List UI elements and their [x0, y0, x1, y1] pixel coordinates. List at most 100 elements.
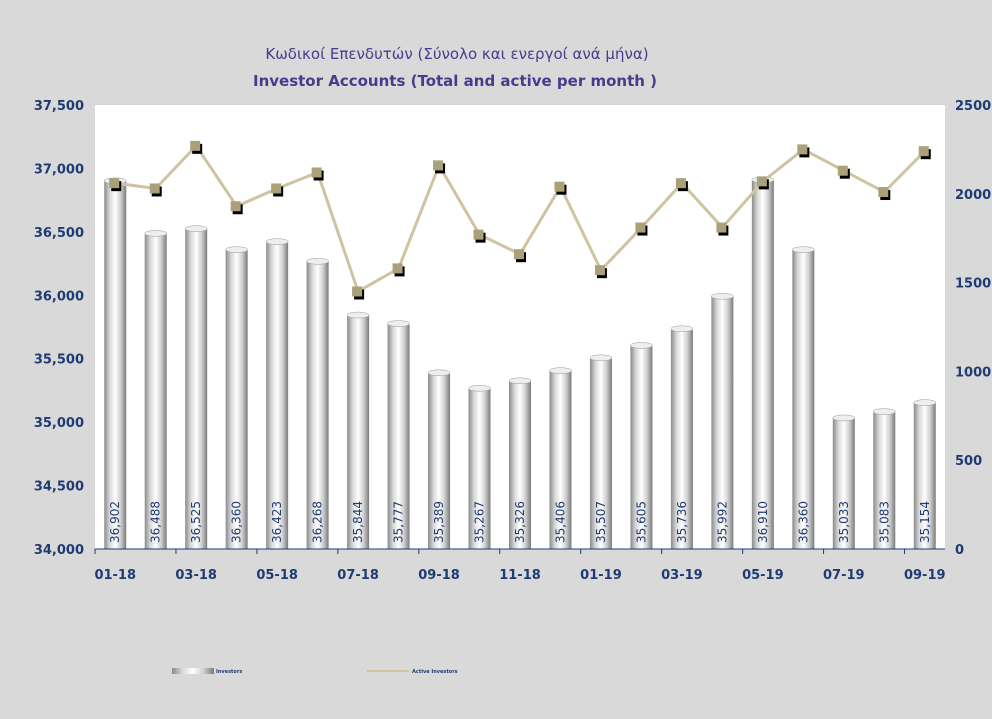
- y-right-tick-label: 2500: [955, 99, 991, 114]
- line-marker: [190, 140, 201, 151]
- bar-data-label: 36,902: [108, 501, 122, 543]
- bar-data-label: 35,326: [513, 501, 527, 543]
- y-axis-left: 34,000 34,500 35,000 35,500 36,000 36,500 37,0…: [34, 99, 84, 558]
- y-left-tick-label: 35,500: [34, 353, 84, 368]
- line-marker: [878, 187, 889, 198]
- legend: Investors Active Investors: [172, 668, 458, 675]
- bar: [306, 261, 329, 549]
- line-marker: [756, 176, 767, 187]
- bar-data-label: 35,507: [594, 501, 608, 543]
- y-right-tick-label: 500: [955, 454, 982, 469]
- line-marker: [635, 222, 646, 233]
- bar-cap: [832, 414, 856, 422]
- x-tick-label: 09-18: [418, 568, 460, 583]
- line-marker: [837, 165, 848, 176]
- line-marker: [594, 265, 605, 276]
- bar: [711, 296, 734, 549]
- bar-cap: [427, 369, 451, 377]
- x-tick-label: 03-18: [175, 568, 217, 583]
- bar-cap: [873, 408, 896, 415]
- bar-data-label: 36,360: [796, 501, 810, 543]
- bar-data-label: 35,777: [392, 501, 406, 543]
- bar-cap: [346, 311, 370, 319]
- y-left-tick-label: 37,000: [34, 162, 84, 177]
- bar: [589, 357, 612, 549]
- x-tick-label: 05-19: [742, 568, 784, 583]
- bar-cap: [184, 225, 208, 232]
- bar-cap: [306, 258, 329, 265]
- bar-cap: [468, 385, 491, 392]
- bar-series: 36,902 36,488 36,525 36,360 36,423 36,268 35,8…: [103, 176, 937, 550]
- bar-cap: [225, 246, 248, 253]
- line-marker: [149, 183, 160, 194]
- bar: [630, 345, 653, 549]
- bar-cap: [549, 367, 572, 374]
- line-marker: [918, 146, 929, 157]
- y-left-tick-label: 35,000: [34, 416, 84, 431]
- x-tick-label: 01-19: [580, 568, 622, 583]
- y-right-tick-label: 0: [955, 543, 964, 558]
- y-left-tick-label: 34,000: [34, 543, 84, 558]
- bar: [144, 233, 167, 549]
- bar-cap: [670, 325, 694, 333]
- bar: [266, 241, 289, 550]
- line-marker: [473, 229, 484, 240]
- bar-cap: [387, 320, 410, 327]
- line-marker: [271, 183, 282, 194]
- x-tick-label: 09-19: [904, 568, 946, 583]
- bar-cap: [508, 377, 532, 385]
- bar: [428, 372, 451, 549]
- x-tick-label: 11-18: [499, 568, 541, 583]
- line-marker: [311, 167, 322, 178]
- y-left-tick-label: 34,500: [34, 480, 84, 495]
- bar-data-label: 35,992: [715, 501, 729, 543]
- bar: [913, 402, 936, 549]
- bar-cap: [630, 342, 653, 349]
- line-marker: [352, 286, 363, 297]
- bar-data-label: 35,406: [553, 501, 567, 543]
- x-axis: 01-18 03-18 05-18 07-18 09-18 11-18 01-19 03-19…: [94, 549, 946, 583]
- bar: [104, 180, 127, 549]
- x-tick-label: 03-19: [661, 568, 703, 583]
- bar-cap: [792, 246, 815, 253]
- line-marker: [433, 160, 444, 171]
- legend-swatch-investors: [172, 668, 214, 674]
- bar-data-label: 36,268: [311, 501, 325, 543]
- chart-title: Κωδικοί Επενδυτών (Σύνολο και ενεργοί αν…: [265, 45, 648, 63]
- bar: [468, 388, 491, 549]
- bar: [792, 249, 815, 550]
- bar-data-label: 36,910: [756, 501, 770, 543]
- bar-data-label: 36,525: [189, 501, 203, 543]
- bar-data-label: 35,389: [432, 501, 446, 543]
- line-marker: [554, 181, 565, 192]
- bar: [751, 179, 774, 550]
- bar: [225, 249, 248, 550]
- bar-cap: [265, 238, 289, 245]
- y-axis-right: 0 500 1000 1500 2000 2500: [955, 99, 991, 558]
- y-left-tick-label: 37,500: [34, 99, 84, 114]
- bar: [509, 380, 531, 549]
- bar-data-label: 35,605: [634, 501, 648, 543]
- line-marker: [797, 144, 808, 155]
- bar: [185, 228, 208, 549]
- y-right-tick-label: 1500: [955, 277, 991, 292]
- bar-data-label: 35,267: [473, 501, 487, 543]
- bar-data-label: 35,083: [877, 501, 891, 543]
- y-right-tick-label: 1000: [955, 365, 991, 380]
- bar: [670, 328, 693, 549]
- bar-data-label: 36,488: [149, 501, 163, 543]
- line-marker: [716, 222, 727, 233]
- bar-cap: [589, 354, 613, 362]
- line-marker: [392, 263, 403, 274]
- x-tick-label: 07-19: [823, 568, 865, 583]
- bar-data-label: 36,423: [270, 501, 284, 543]
- chart-subtitle: Investor Accounts (Total and active per …: [253, 72, 657, 90]
- legend-label-active-investors: Active Investors: [412, 669, 458, 675]
- bar-data-label: 35,736: [675, 501, 689, 543]
- bar-data-label: 35,033: [837, 501, 851, 543]
- line-marker: [675, 178, 686, 189]
- bar-data-label: 36,360: [230, 501, 244, 543]
- bar-cap: [913, 399, 937, 406]
- bar-cap: [711, 293, 734, 300]
